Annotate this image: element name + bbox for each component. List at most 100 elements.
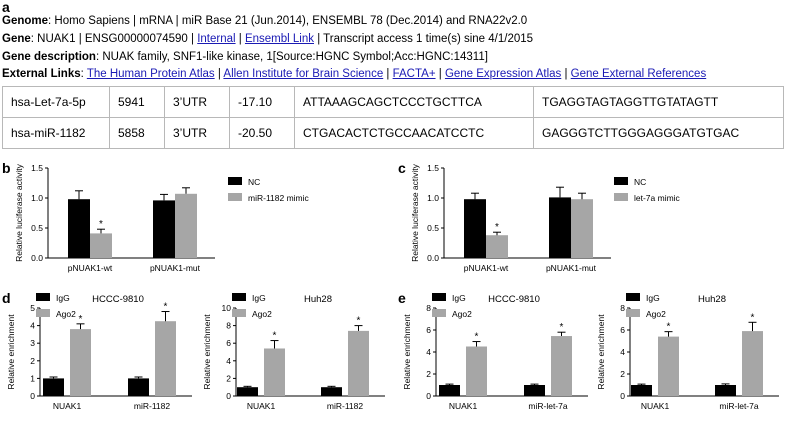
internal-link[interactable]: Internal	[197, 33, 236, 45]
link-allen-institute[interactable]: Allen Institute for Brain Science	[223, 68, 384, 80]
legend-label: Ago2	[452, 309, 472, 319]
table-cell: 5858	[109, 117, 165, 149]
bar	[486, 235, 508, 258]
table-cell: -17.10	[229, 86, 295, 118]
bar	[128, 378, 149, 396]
legend-swatch	[232, 309, 246, 317]
legend-swatch	[432, 309, 446, 317]
bar	[321, 387, 342, 396]
gene-line: Gene: NUAK1 | ENSG00000074590 | Internal…	[2, 32, 533, 46]
y-tick-label: 1.5	[427, 163, 439, 173]
table-row: hsa-miR-1182 5858 3’UTR -20.50 CTGACACTC…	[2, 117, 784, 149]
y-tick-label: 2	[426, 369, 431, 379]
y-tick-label: 1.0	[31, 193, 43, 203]
legend-swatch	[232, 293, 246, 301]
y-tick-label: 8	[620, 303, 625, 313]
x-tick-label: pNUAK1-wt	[68, 263, 113, 273]
legend-swatch	[614, 193, 628, 201]
bar	[175, 193, 197, 258]
table-cell: -20.50	[229, 117, 295, 149]
chart-e-hccc9810: 0 2 4 6 8 Relative enrichment NUAK1 miR-let-7a *…	[402, 293, 588, 411]
x-tick-label: miR-1182	[134, 401, 170, 411]
y-tick-label: 0	[426, 391, 431, 401]
table-cell: hsa-Let-7a-5p	[2, 86, 110, 118]
legend-swatch	[626, 293, 640, 301]
gene-tail: | Transcript access 1 time(s) sine 4/1/2…	[314, 33, 534, 45]
bar	[464, 199, 486, 258]
x-tick-label: pNUAK1-mut	[546, 263, 597, 273]
bar	[68, 199, 90, 258]
link-facta[interactable]: FACTA+	[392, 68, 436, 80]
legend-swatch	[228, 193, 242, 201]
x-tick-label: NUAK1	[53, 401, 82, 411]
link-gene-external-references[interactable]: Gene External References	[570, 68, 707, 80]
y-tick-label: 0	[30, 391, 35, 401]
x-tick-label: NUAK1	[641, 401, 670, 411]
bar	[153, 200, 175, 258]
y-tick-label: 3	[30, 338, 35, 348]
bar	[43, 378, 64, 396]
bar	[551, 336, 572, 396]
table-cell: 3’UTR	[164, 117, 230, 149]
table-cell: 5941	[109, 86, 165, 118]
bar	[348, 330, 369, 396]
y-axis-label: Relative enrichment	[596, 314, 606, 390]
legend-swatch	[626, 309, 640, 317]
link-gene-expression-atlas[interactable]: Gene Expression Atlas	[444, 68, 562, 80]
legend-label: IgG	[252, 293, 266, 303]
bar	[155, 321, 176, 396]
y-axis-label: Relative enrichment	[402, 314, 412, 390]
significance-marker: *	[751, 312, 755, 323]
significance-marker: *	[357, 316, 361, 327]
panel-label-d: d	[2, 290, 11, 306]
genome-label: Genome	[2, 15, 49, 27]
chart-title: HCCC-9810	[92, 294, 144, 305]
chart-title: Huh28	[304, 294, 332, 305]
description-line: Gene description: NUAK family, SNF1-like…	[2, 50, 488, 64]
table-cell: hsa-miR-1182	[2, 117, 110, 149]
y-axis-label: Relative enrichment	[6, 314, 16, 390]
ensembl-link[interactable]: Ensembl Link	[244, 33, 314, 45]
y-tick-label: 0.0	[31, 253, 43, 263]
bar	[264, 348, 285, 396]
x-tick-label: miR-1182	[327, 401, 363, 411]
target-table: hsa-Let-7a-5p 5941 3’UTR -17.10 ATTAAAGC…	[2, 86, 784, 149]
y-tick-label: 0	[620, 391, 625, 401]
bar	[524, 385, 545, 396]
y-tick-label: 0	[226, 391, 231, 401]
y-tick-label: 1.5	[31, 163, 43, 173]
y-tick-label: 8	[226, 321, 231, 331]
bar	[439, 385, 460, 396]
genome-value: : Homo Sapiens | mRNA | miR Base 21 (Jun…	[48, 15, 528, 27]
legend-swatch	[36, 309, 50, 317]
x-tick-label: NUAK1	[247, 401, 276, 411]
y-axis-label: Relative luciferase activity	[410, 163, 420, 262]
y-tick-label: 0.5	[31, 223, 43, 233]
legend-label: Ago2	[56, 309, 76, 319]
bar	[631, 385, 652, 396]
significance-marker: *	[79, 314, 83, 325]
panel-label-a: a	[2, 0, 10, 15]
bar	[466, 346, 487, 396]
legend-swatch	[36, 293, 50, 301]
bar	[742, 331, 763, 396]
table-row: hsa-Let-7a-5p 5941 3’UTR -17.10 ATTAAAGC…	[2, 86, 784, 118]
legend-label: Ago2	[252, 309, 272, 319]
external-links-colon: :	[80, 68, 87, 80]
y-tick-label: 4	[30, 321, 35, 331]
y-tick-label: 0.0	[427, 253, 439, 263]
panel-label-b: b	[2, 160, 11, 176]
x-tick-label: pNUAK1-mut	[150, 263, 201, 273]
significance-marker: *	[99, 219, 103, 230]
legend-label: IgG	[56, 293, 70, 303]
legend-label: NC	[248, 177, 260, 187]
bar	[571, 199, 593, 258]
y-tick-label: 5	[30, 303, 35, 313]
x-tick-label: miR-let-7a	[719, 401, 758, 411]
bar	[715, 385, 736, 396]
table-cell: GAGGGTCTTGGGAGGGATGTGAC	[533, 117, 784, 149]
x-tick-label: miR-let-7a	[528, 401, 567, 411]
bar	[658, 336, 679, 396]
link-human-protein-atlas[interactable]: The Human Protein Atlas	[86, 68, 215, 80]
description-value: : NUAK family, SNF1-like kinase, 1[Sourc…	[95, 51, 488, 63]
